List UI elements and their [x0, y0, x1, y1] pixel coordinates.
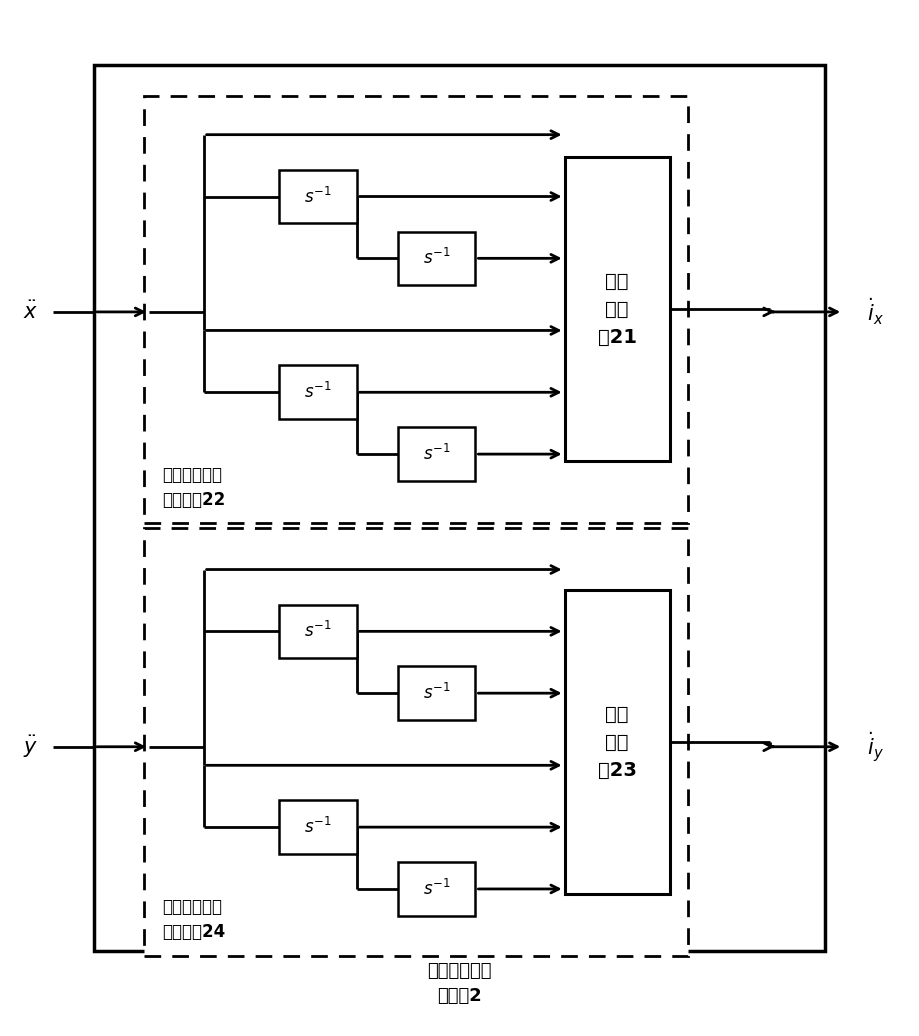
Text: $s^{-1}$: $s^{-1}$ — [423, 683, 450, 703]
Bar — [144, 528, 687, 956]
Bar — [279, 801, 357, 854]
Bar — [279, 170, 357, 224]
Text: $\dot{i}_x$: $\dot{i}_x$ — [867, 296, 883, 327]
Bar — [398, 666, 475, 720]
Text: $s^{-1}$: $s^{-1}$ — [304, 186, 332, 206]
Text: 正常支持向量
机逆模型22: 正常支持向量 机逆模型22 — [163, 465, 226, 509]
Text: $\ddot{y}$: $\ddot{y}$ — [23, 733, 38, 759]
Bar — [279, 366, 357, 420]
Text: $\ddot{x}$: $\ddot{x}$ — [23, 300, 38, 323]
Text: $\dot{i}_y$: $\dot{i}_y$ — [867, 730, 883, 764]
Bar — [144, 95, 687, 523]
Bar — [94, 64, 825, 951]
Text: 支持
向量
机23: 支持 向量 机23 — [597, 704, 637, 780]
Bar — [564, 591, 670, 894]
Bar — [398, 862, 475, 916]
Bar — [398, 427, 475, 481]
Text: $s^{-1}$: $s^{-1}$ — [304, 817, 332, 837]
Text: 支持向量机逆
模型库2: 支持向量机逆 模型库2 — [427, 962, 492, 1005]
Bar — [279, 605, 357, 658]
Text: 支持
向量
机21: 支持 向量 机21 — [597, 271, 637, 347]
Text: $s^{-1}$: $s^{-1}$ — [423, 444, 450, 464]
Text: 故障支持向量
机逆模型24: 故障支持向量 机逆模型24 — [163, 898, 226, 942]
Bar — [398, 231, 475, 285]
Bar — [564, 157, 670, 461]
Text: $s^{-1}$: $s^{-1}$ — [304, 622, 332, 641]
Text: $s^{-1}$: $s^{-1}$ — [423, 249, 450, 268]
Text: $s^{-1}$: $s^{-1}$ — [423, 879, 450, 899]
Text: $s^{-1}$: $s^{-1}$ — [304, 382, 332, 402]
